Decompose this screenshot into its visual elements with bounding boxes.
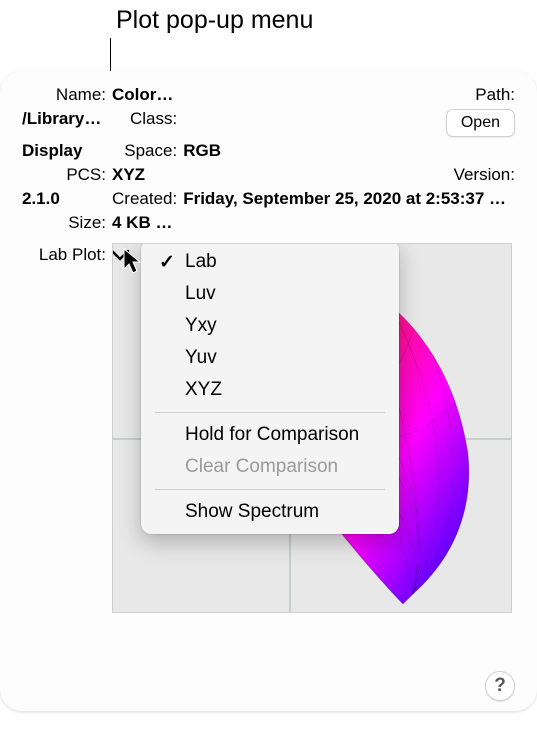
version-value: 2.1.0: [22, 189, 106, 209]
info-grid: Name: Color LCD Path: /Library/ColorSync…: [22, 85, 515, 233]
cursor-icon: [123, 248, 145, 274]
menu-item-hold-comparison[interactable]: Hold for Comparison: [141, 419, 399, 451]
class-value: Display: [22, 141, 106, 161]
menu-separator: [155, 489, 385, 490]
open-button[interactable]: Open: [446, 109, 515, 137]
menu-item-lab[interactable]: Lab: [141, 246, 399, 278]
menu-item-show-spectrum[interactable]: Show Spectrum: [141, 496, 399, 528]
lab-plot-viewport[interactable]: Lab Luv Yxy Yuv XYZ Hold for Comparison …: [112, 243, 512, 613]
profile-info-panel: Name: Color LCD Path: /Library/ColorSync…: [0, 71, 537, 711]
pcs-value: XYZ: [112, 165, 177, 185]
plot-label: Lab Plot:: [22, 243, 106, 265]
menu-item-yxy[interactable]: Yxy: [141, 310, 399, 342]
path-label: Path:: [183, 85, 515, 105]
plot-popup-menu: Lab Luv Yxy Yuv XYZ Hold for Comparison …: [141, 243, 399, 534]
path-value: /Library/ColorSync/Profiles/Disp…: [22, 109, 106, 129]
created-value: Friday, September 25, 2020 at 2:53:37 P…: [183, 189, 515, 209]
menu-separator: [155, 412, 385, 413]
size-label: Size:: [22, 213, 106, 233]
name-value: Color LCD: [112, 85, 177, 105]
version-label: Version:: [183, 165, 515, 185]
pcs-label: PCS:: [22, 165, 106, 185]
annotation-label: Plot pop-up menu: [116, 6, 313, 35]
space-value: RGB: [183, 141, 515, 161]
created-label: Created:: [112, 189, 177, 209]
menu-item-xyz[interactable]: XYZ: [141, 374, 399, 406]
help-button[interactable]: ?: [485, 671, 515, 701]
size-value: 4 KB (4,088 bytes): [112, 213, 177, 233]
space-label: Space:: [112, 141, 177, 161]
menu-item-clear-comparison: Clear Comparison: [141, 451, 399, 483]
menu-item-luv[interactable]: Luv: [141, 278, 399, 310]
class-label: Class:: [112, 109, 177, 129]
name-label: Name:: [22, 85, 106, 105]
menu-item-yuv[interactable]: Yuv: [141, 342, 399, 374]
